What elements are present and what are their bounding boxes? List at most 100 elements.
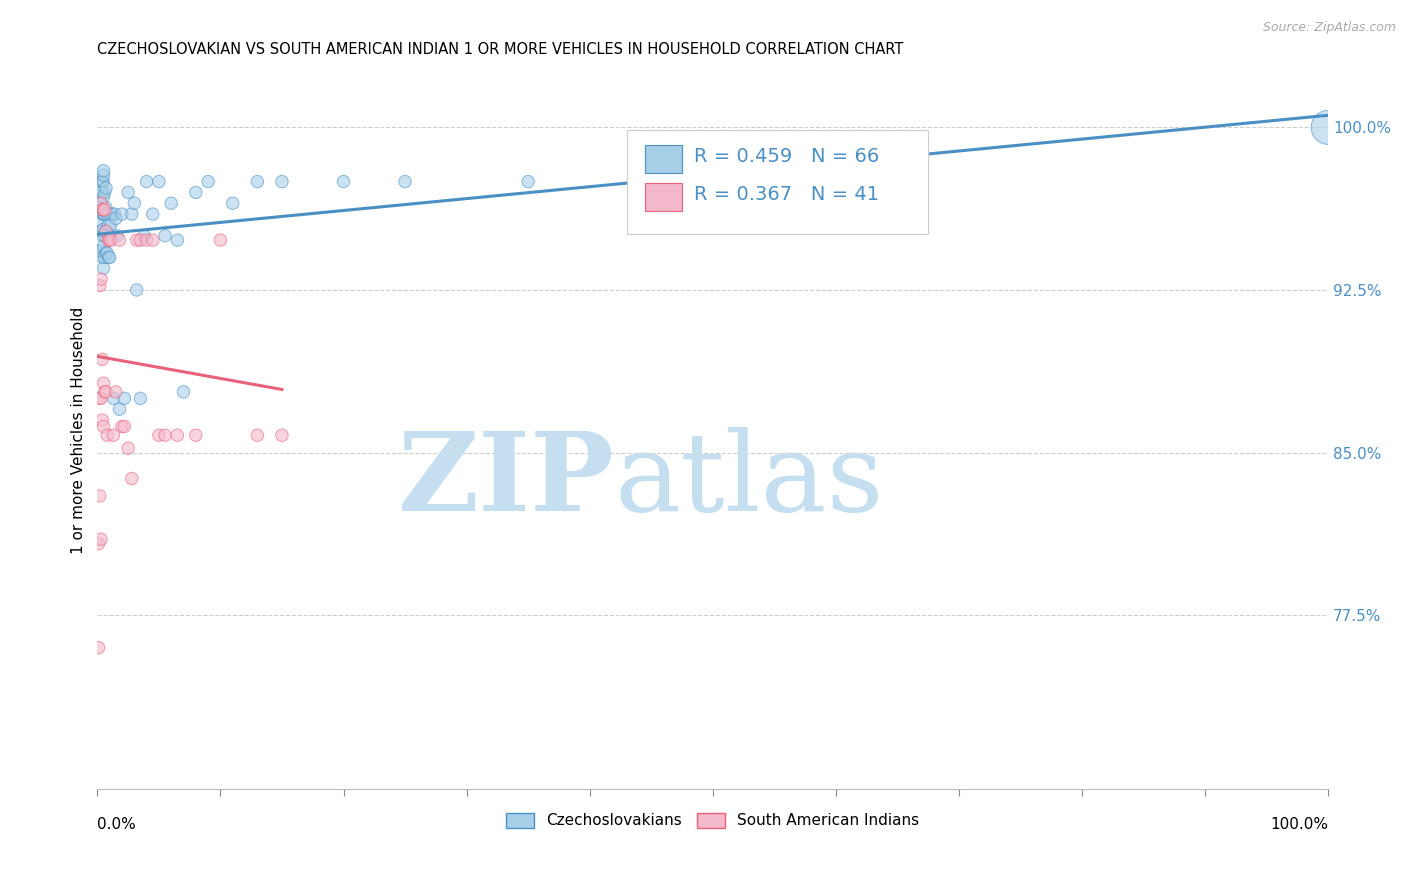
Point bbox=[89, 489, 111, 503]
Point bbox=[91, 186, 114, 200]
Point bbox=[129, 233, 152, 247]
Point bbox=[103, 392, 125, 406]
Point bbox=[184, 186, 207, 200]
Point bbox=[135, 175, 157, 189]
Point bbox=[87, 536, 110, 550]
Point bbox=[94, 224, 117, 238]
Point bbox=[100, 218, 122, 232]
Point bbox=[93, 222, 115, 236]
Point bbox=[111, 419, 134, 434]
Point bbox=[117, 441, 139, 455]
Text: 0.0%: 0.0% bbox=[97, 817, 136, 832]
Point bbox=[93, 186, 115, 200]
Point bbox=[103, 428, 125, 442]
Point bbox=[93, 168, 115, 182]
Point bbox=[87, 244, 110, 258]
Point bbox=[702, 175, 724, 189]
Text: CZECHOSLOVAKIAN VS SOUTH AMERICAN INDIAN 1 OR MORE VEHICLES IN HOUSEHOLD CORRELA: CZECHOSLOVAKIAN VS SOUTH AMERICAN INDIAN… bbox=[97, 42, 904, 57]
Point bbox=[121, 207, 143, 221]
Point bbox=[332, 175, 354, 189]
Point bbox=[89, 392, 111, 406]
Point bbox=[124, 196, 146, 211]
Point bbox=[94, 246, 117, 260]
Point bbox=[271, 428, 294, 442]
Point bbox=[93, 207, 115, 221]
Y-axis label: 1 or more Vehicles in Household: 1 or more Vehicles in Household bbox=[72, 307, 86, 555]
Point bbox=[142, 207, 165, 221]
Point bbox=[197, 175, 219, 189]
Point bbox=[93, 419, 115, 434]
Point bbox=[184, 428, 207, 442]
Text: Source: ZipAtlas.com: Source: ZipAtlas.com bbox=[1263, 21, 1396, 34]
Point bbox=[142, 233, 165, 247]
Text: ZIP: ZIP bbox=[398, 427, 614, 534]
Point bbox=[148, 428, 170, 442]
Point bbox=[94, 224, 117, 238]
Point bbox=[104, 384, 127, 399]
Legend: Czechoslovakians, South American Indians: Czechoslovakians, South American Indians bbox=[501, 806, 925, 835]
Point bbox=[271, 175, 294, 189]
Point bbox=[93, 207, 115, 221]
Point bbox=[94, 201, 117, 215]
Point bbox=[93, 202, 115, 217]
Point bbox=[93, 190, 115, 204]
Point bbox=[108, 402, 131, 417]
Point bbox=[89, 196, 111, 211]
Point bbox=[89, 216, 111, 230]
Point bbox=[87, 640, 110, 655]
Point bbox=[90, 244, 112, 258]
Point bbox=[111, 207, 134, 221]
Point bbox=[96, 207, 118, 221]
Point bbox=[129, 392, 152, 406]
Point bbox=[97, 218, 120, 232]
Point bbox=[93, 239, 115, 253]
Point bbox=[153, 228, 176, 243]
Point bbox=[246, 428, 269, 442]
Point bbox=[134, 228, 156, 243]
Bar bbox=[645, 145, 682, 173]
Point bbox=[93, 376, 115, 391]
Point bbox=[90, 201, 112, 215]
Point bbox=[103, 207, 125, 221]
Point bbox=[153, 428, 176, 442]
Text: atlas: atlas bbox=[614, 427, 884, 534]
Point bbox=[108, 233, 131, 247]
Point bbox=[166, 233, 188, 247]
Point bbox=[90, 175, 112, 189]
Point bbox=[96, 428, 118, 442]
Point bbox=[97, 233, 120, 247]
Point bbox=[105, 228, 128, 243]
Point bbox=[94, 181, 117, 195]
Point bbox=[93, 261, 115, 276]
Point bbox=[91, 251, 114, 265]
Point bbox=[91, 175, 114, 189]
Point bbox=[166, 428, 188, 442]
Point bbox=[135, 233, 157, 247]
Point bbox=[160, 196, 183, 211]
Point bbox=[91, 413, 114, 427]
Point bbox=[125, 283, 148, 297]
Point bbox=[90, 224, 112, 238]
Point bbox=[90, 272, 112, 286]
Point bbox=[121, 471, 143, 485]
Text: 100.0%: 100.0% bbox=[1270, 817, 1329, 832]
Point bbox=[91, 352, 114, 367]
Point bbox=[98, 233, 121, 247]
Point bbox=[101, 207, 124, 221]
Point bbox=[394, 175, 416, 189]
Point bbox=[100, 233, 122, 247]
Point bbox=[90, 196, 112, 211]
Point bbox=[93, 175, 115, 189]
Bar bbox=[645, 183, 682, 211]
Point bbox=[173, 384, 195, 399]
Point bbox=[96, 246, 118, 260]
Point bbox=[517, 175, 540, 189]
Point bbox=[91, 202, 114, 217]
Point bbox=[125, 233, 148, 247]
Point bbox=[246, 175, 269, 189]
Point bbox=[91, 228, 114, 243]
Point bbox=[91, 207, 114, 221]
Point bbox=[93, 202, 115, 217]
Point bbox=[222, 196, 245, 211]
Point bbox=[209, 233, 232, 247]
